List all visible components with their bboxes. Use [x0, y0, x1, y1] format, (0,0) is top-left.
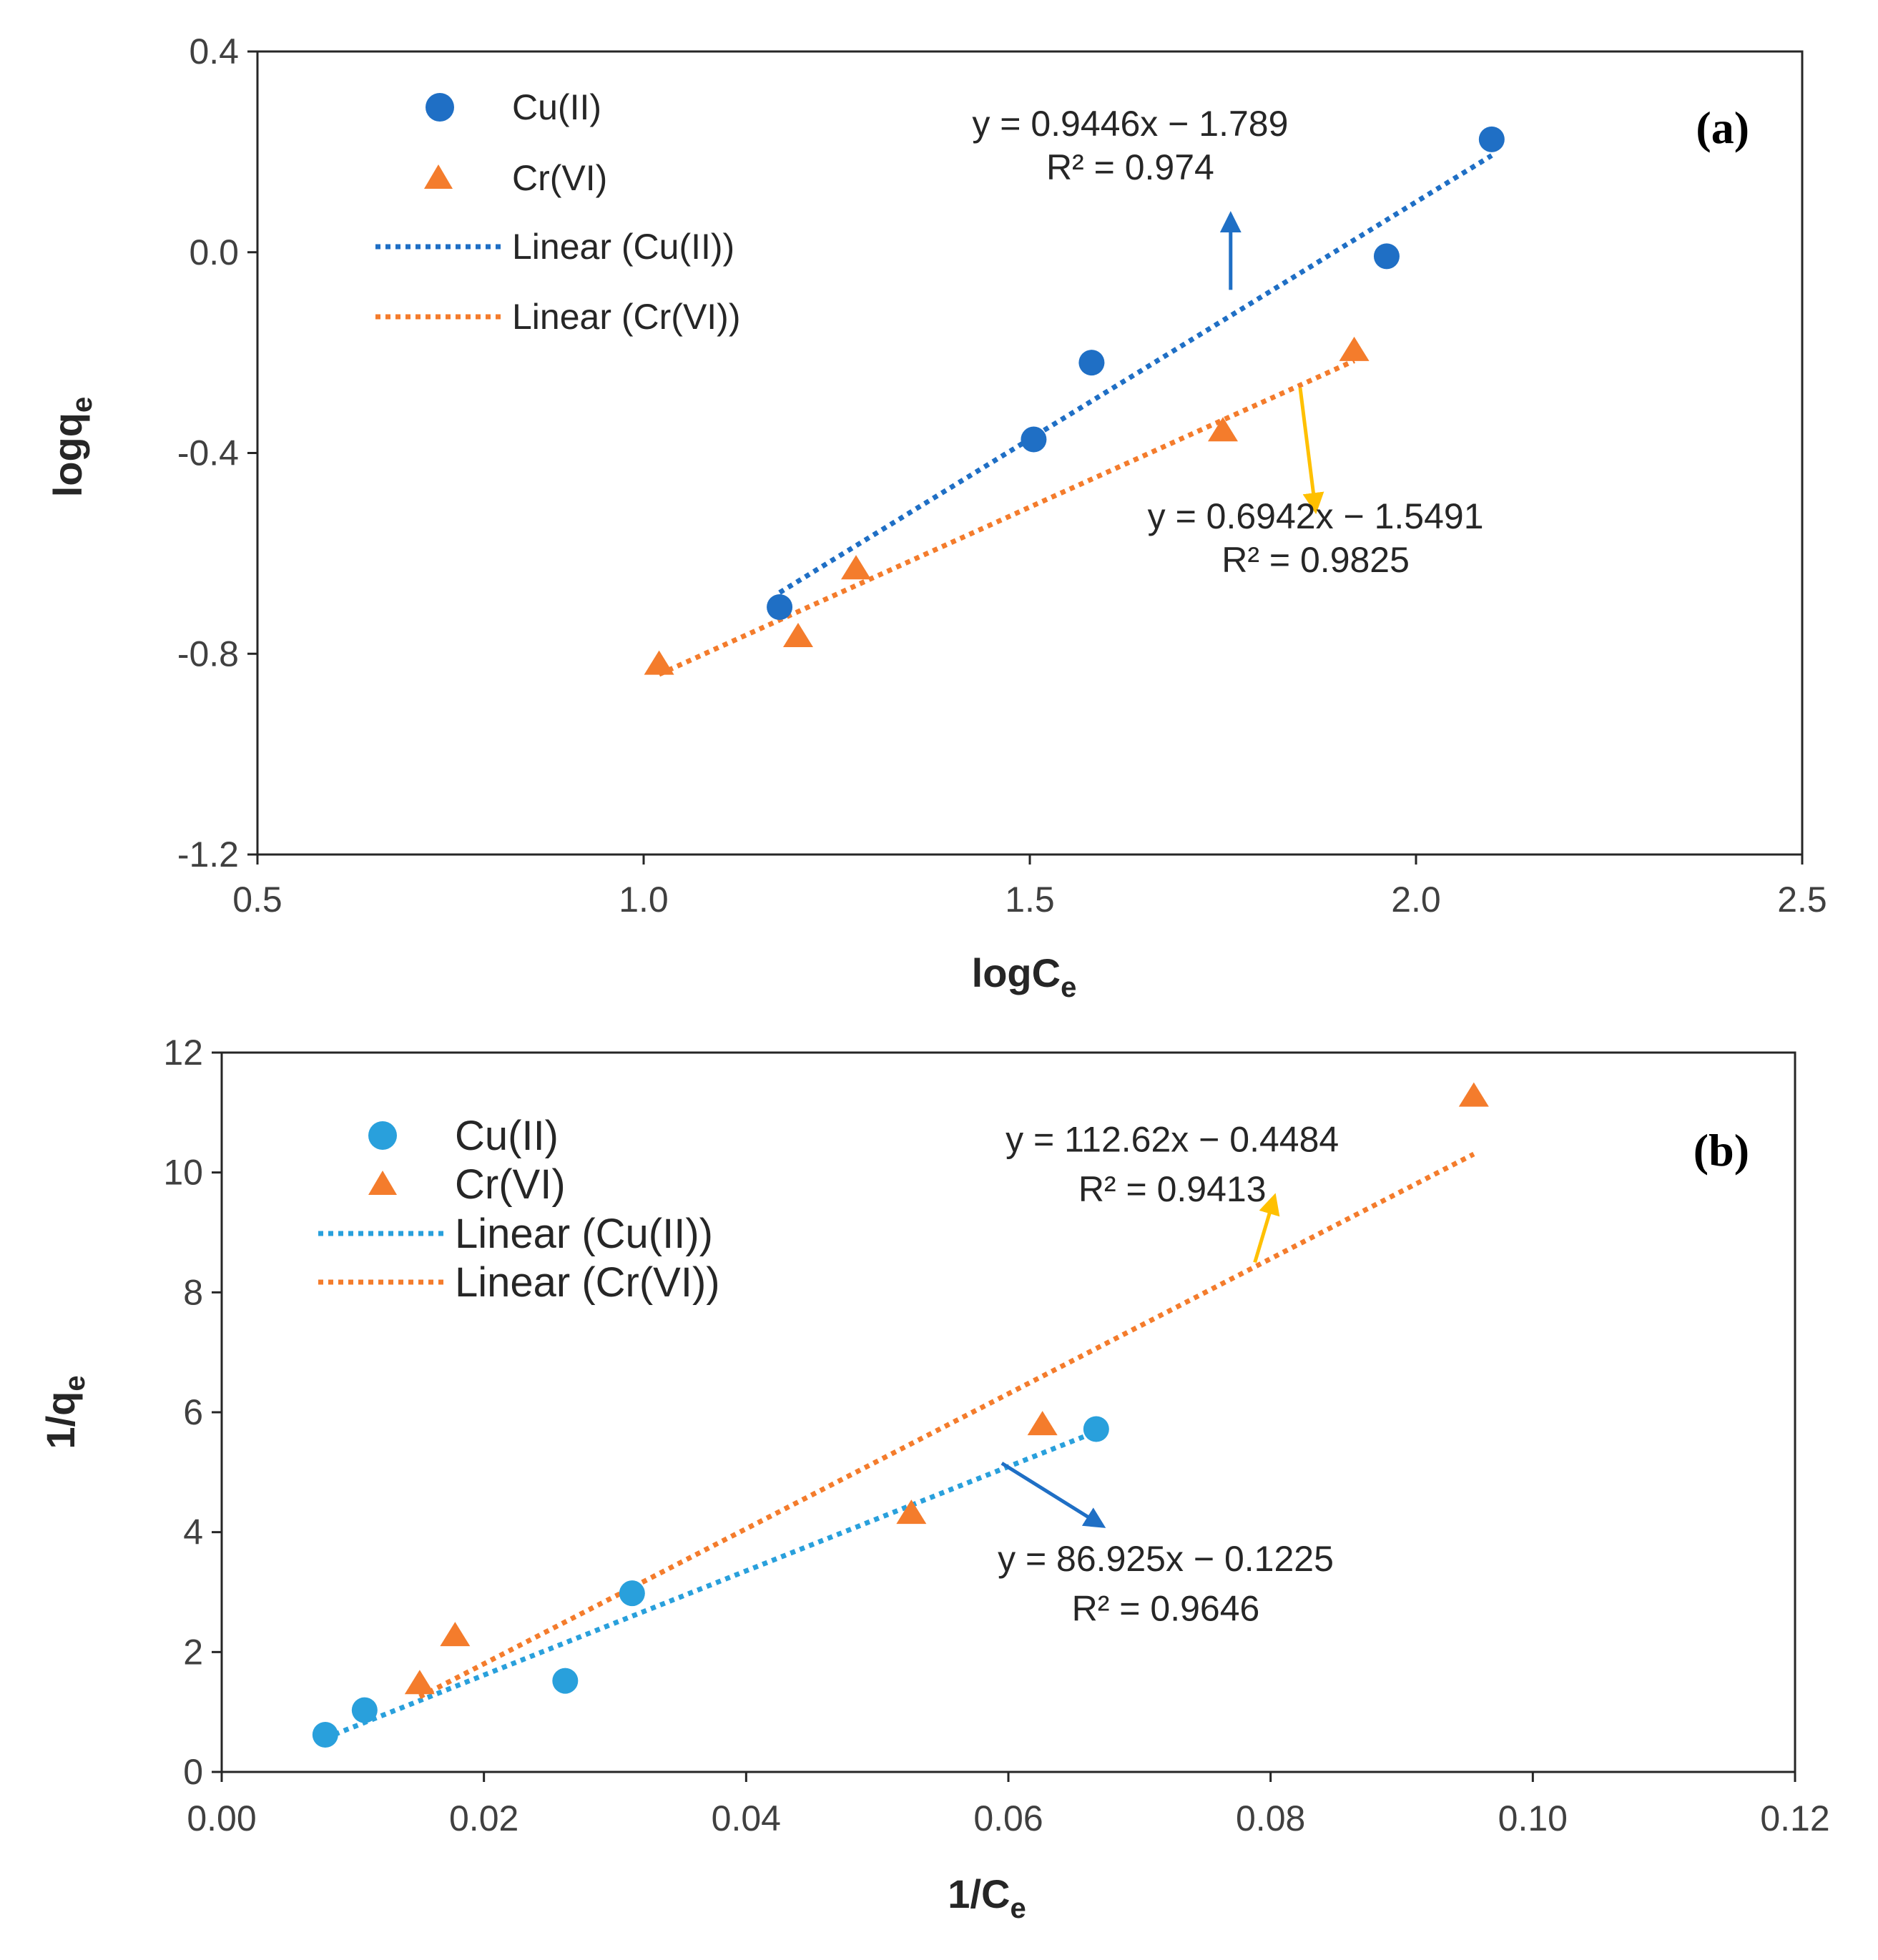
- legend-b: Cu(II) Cr(VI) Linear (Cu(II)) Linear (Cr…: [318, 1113, 720, 1306]
- data-point-circle: [1021, 426, 1047, 453]
- y-tick-label: -0.8: [177, 634, 239, 674]
- trendline-Cr(VI): [418, 1151, 1475, 1700]
- y-tick-label: 6: [183, 1392, 203, 1432]
- data-point-circle: [1478, 126, 1505, 152]
- x-tick-label: 0.5: [232, 880, 282, 920]
- data-point-triangle: [896, 1499, 927, 1525]
- data-point-circle: [767, 594, 793, 620]
- x-ticks-b: 0.00 0.02 0.04 0.06 0.08 0.10 0.12: [187, 1772, 1830, 1838]
- r-squared-label: R² = 0.9413: [1078, 1169, 1267, 1209]
- plot-area-a: [256, 50, 1804, 856]
- x-axis-title-b: 1/Ce: [948, 1871, 1026, 1924]
- data-point-circle: [1083, 1416, 1109, 1442]
- legend-a: Cu(II) Cr(VI) Linear (Cu(II)) Linear (Cr…: [375, 87, 740, 337]
- y-tick-label: 0.0: [189, 232, 239, 272]
- x-tick-label: 0.10: [1498, 1798, 1568, 1838]
- data-point-circle: [552, 1668, 579, 1694]
- r-squared-label: R² = 0.9646: [1072, 1589, 1260, 1629]
- annotations-b: y = 112.62x − 0.4484 R² = 0.9413 y = 86.92…: [998, 1119, 1339, 1628]
- equation-label: y = 0.6942x − 1.5491: [1148, 496, 1484, 536]
- data-point-triangle: [404, 1670, 435, 1695]
- y-tick-label: 4: [183, 1512, 203, 1552]
- equation-label: y = 112.62x − 0.4484: [1006, 1119, 1339, 1159]
- y-tick-label: 12: [163, 1033, 203, 1073]
- x-tick-label: 1.0: [619, 880, 669, 920]
- trendline-Cu(II): [324, 1429, 1098, 1740]
- x-tick-label: 0.02: [449, 1798, 518, 1838]
- legend-marker-cr-a: [424, 164, 453, 189]
- x-tick-label: 0.12: [1760, 1798, 1829, 1838]
- trendline-Cr(VI): [658, 358, 1356, 677]
- annotation-arrow: [1298, 387, 1324, 515]
- data-point-triangle: [1208, 417, 1238, 442]
- y-tick-label: 0.4: [189, 31, 239, 72]
- chart-a: 0.5 1.0 1.5 2.0 2.5 -1.2 -0.8 -0.4 0.0 0.4 y = 0…: [45, 31, 1827, 1003]
- data-point-triangle: [644, 650, 674, 675]
- data-point-circle: [351, 1697, 378, 1723]
- x-tick-label: 0.08: [1236, 1798, 1305, 1838]
- y-tick-label: -0.4: [177, 433, 239, 473]
- data-point-triangle: [783, 622, 813, 647]
- data-point-circle: [312, 1722, 338, 1748]
- y-ticks-a: -1.2 -0.8 -0.4 0.0 0.4: [177, 31, 257, 875]
- chart-b: 0.00 0.02 0.04 0.06 0.08 0.10 0.12 0 2 4 6 8 10 12 y…: [38, 1033, 1830, 1924]
- x-axis-title-a: logCe: [972, 950, 1077, 1003]
- x-tick-label: 0.04: [712, 1798, 781, 1838]
- r-squared-label: R² = 0.974: [1046, 147, 1214, 187]
- legend-marker-cu-b: [368, 1121, 397, 1150]
- data-point-triangle: [1027, 1411, 1058, 1436]
- data-point-triangle: [1339, 336, 1370, 361]
- legend-marker-cr-b: [368, 1171, 397, 1195]
- x-tick-label: 2.5: [1777, 880, 1827, 920]
- y-ticks-b: 0 2 4 6 8 10 12: [163, 1033, 222, 1792]
- points-a: [644, 126, 1505, 675]
- data-point-triangle: [841, 555, 871, 580]
- y-tick-label: 0: [183, 1752, 203, 1792]
- data-point-triangle: [1458, 1082, 1489, 1107]
- y-axis-title-a: logqe: [45, 397, 98, 497]
- x-tick-label: 0.00: [187, 1798, 256, 1838]
- legend-label-cr-a: Cr(VI): [512, 158, 607, 198]
- x-tick-label: 1.5: [1005, 880, 1055, 920]
- legend-label-lin-cr-a: Linear (Cr(VI)): [512, 297, 740, 337]
- legend-label-lin-cr-b: Linear (Cr(VI)): [455, 1259, 720, 1306]
- legend-label-cu-b: Cu(II): [455, 1113, 559, 1159]
- annotation-arrow: [1253, 1193, 1280, 1264]
- y-tick-label: 10: [163, 1153, 203, 1193]
- trendlines-a: [658, 153, 1493, 677]
- plot-area-b: [220, 1051, 1796, 1773]
- r-squared-label: R² = 0.9825: [1221, 540, 1410, 580]
- points-b: [312, 1082, 1489, 1748]
- x-tick-label: 2.0: [1391, 880, 1441, 920]
- legend-label-lin-cu-a: Linear (Cu(II)): [512, 227, 734, 267]
- data-point-circle: [1078, 350, 1105, 376]
- legend-label-cu-a: Cu(II): [512, 87, 601, 127]
- y-tick-label: -1.2: [177, 834, 239, 875]
- panel-label-b: (b): [1693, 1125, 1749, 1176]
- trendlines-b: [324, 1151, 1475, 1740]
- legend-marker-cu-a: [426, 93, 454, 122]
- y-tick-label: 2: [183, 1632, 203, 1672]
- equation-label: y = 86.925x − 0.1225: [998, 1539, 1334, 1579]
- data-point-triangle: [440, 1622, 471, 1647]
- panel-label-a: (a): [1696, 102, 1749, 153]
- x-tick-label: 0.06: [973, 1798, 1043, 1838]
- annotation-arrow: [1001, 1462, 1106, 1528]
- equation-label: y = 0.9446x − 1.789: [972, 104, 1288, 144]
- y-tick-label: 8: [183, 1272, 203, 1312]
- y-axis-title-b: 1/qe: [38, 1375, 91, 1449]
- data-point-circle: [619, 1580, 645, 1607]
- x-ticks-a: 0.5 1.0 1.5 2.0 2.5: [232, 855, 1827, 920]
- data-point-circle: [1373, 243, 1400, 270]
- legend-label-cr-b: Cr(VI): [455, 1161, 566, 1208]
- legend-label-lin-cu-b: Linear (Cu(II)): [455, 1211, 713, 1257]
